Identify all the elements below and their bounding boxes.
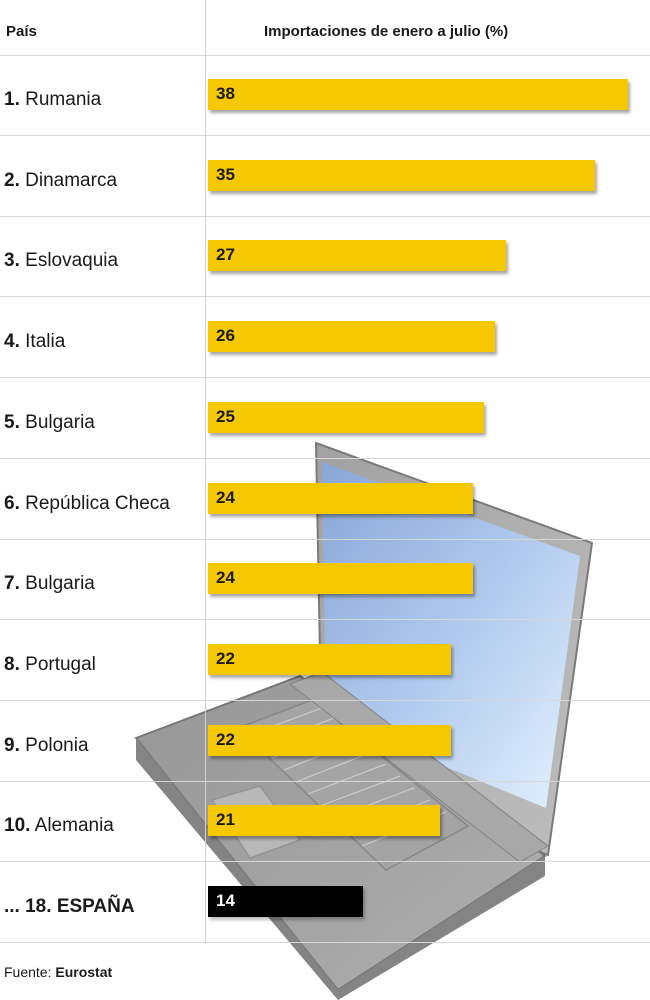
bar-value-label: 35: [216, 164, 235, 184]
country-label: ... 18. ESPAÑA: [4, 895, 135, 919]
country-name: Alemania: [34, 815, 114, 837]
data-table: País Importaciones de enero a julio (%) …: [0, 0, 650, 943]
bar-value-label: 22: [216, 648, 235, 668]
rank-number: 8.: [4, 653, 20, 675]
bar-value-label: 22: [216, 729, 235, 749]
imports-column-header: Importaciones de enero a julio (%): [264, 23, 509, 40]
rank-number: 10.: [4, 815, 31, 837]
import-bar: 26: [208, 321, 496, 353]
country-column-header: País: [6, 23, 37, 40]
source-name: Eurostat: [55, 964, 113, 980]
country-name: República Checa: [25, 492, 170, 514]
rank-number: 1.: [4, 89, 20, 110]
country-label: 5. Bulgaria: [4, 411, 95, 435]
country-label: 10. Alemania: [4, 814, 114, 838]
country-name: Italia: [25, 331, 66, 353]
country-name: Bulgaria: [25, 573, 95, 595]
import-bar: 14: [208, 886, 363, 917]
rank-number: 3.: [4, 250, 20, 272]
country-label: 3. Eslovaquia: [4, 249, 118, 273]
table-header: País Importaciones de enero a julio (%): [0, 0, 650, 56]
bar-value-label: 38: [216, 84, 235, 103]
column-divider: [205, 0, 206, 943]
import-bar: 24: [208, 482, 474, 514]
table-row: 10. Alemania 21: [0, 781, 650, 863]
country-name: Dinamarca: [25, 169, 118, 191]
table-row: ... 18. ESPAÑA 14: [0, 862, 650, 943]
country-name: Bulgaria: [25, 411, 95, 433]
country-label: 6. República Checa: [4, 492, 170, 516]
bar-value-label: 14: [216, 891, 235, 910]
table-row: 4. Italia 26: [0, 297, 650, 379]
country-name: Eslovaquia: [25, 250, 119, 272]
table-row: 1. Rumania 38: [0, 55, 650, 136]
table-row: 7. Bulgaria 24: [0, 539, 650, 621]
import-bar: 38: [208, 79, 628, 110]
table-row: 5. Bulgaria 25: [0, 378, 650, 459]
source-note: Fuente: Eurostat: [4, 962, 112, 982]
import-bar: 27: [208, 240, 507, 272]
country-name: Polonia: [25, 734, 89, 756]
rank-number: 9.: [4, 734, 20, 756]
country-label: 7. Bulgaria: [4, 572, 95, 596]
source-prefix: Fuente:: [4, 964, 52, 980]
rank-number: 7.: [4, 573, 20, 595]
import-bar: 21: [208, 805, 441, 837]
table-row: 8. Portugal 22: [0, 620, 650, 701]
country-name: Portugal: [25, 653, 96, 675]
bar-value-label: 21: [216, 810, 235, 830]
table-row: 2. Dinamarca 35: [0, 136, 650, 217]
bar-value-label: 25: [216, 406, 235, 426]
import-bar: 22: [208, 724, 452, 756]
country-name: ESPAÑA: [56, 896, 135, 917]
table-row: 9. Polonia 22: [0, 701, 650, 782]
country-label: 2. Dinamarca: [4, 169, 117, 193]
import-bar: 35: [208, 159, 595, 191]
table-row: 6. República Checa 24: [0, 459, 650, 540]
import-bar: 24: [208, 563, 474, 595]
rank-number: 4.: [4, 331, 20, 353]
import-bar: 22: [208, 643, 452, 675]
table-row: 3. Eslovaquia 27: [0, 216, 650, 298]
bar-value-label: 24: [216, 487, 235, 507]
bar-value-label: 27: [216, 245, 235, 265]
rank-number: 5.: [4, 411, 20, 433]
bar-value-label: 24: [216, 568, 235, 588]
country-label: 9. Polonia: [4, 734, 89, 758]
bar-value-label: 26: [216, 326, 235, 346]
rank-number: 2.: [4, 169, 20, 191]
country-label: 4. Italia: [4, 330, 65, 354]
rank-number: 6.: [4, 492, 20, 514]
rank-number: ... 18.: [4, 896, 52, 917]
country-label: 8. Portugal: [4, 653, 96, 677]
import-bar: 25: [208, 401, 485, 433]
country-name: Rumania: [25, 89, 102, 110]
country-label: 1. Rumania: [4, 88, 101, 112]
